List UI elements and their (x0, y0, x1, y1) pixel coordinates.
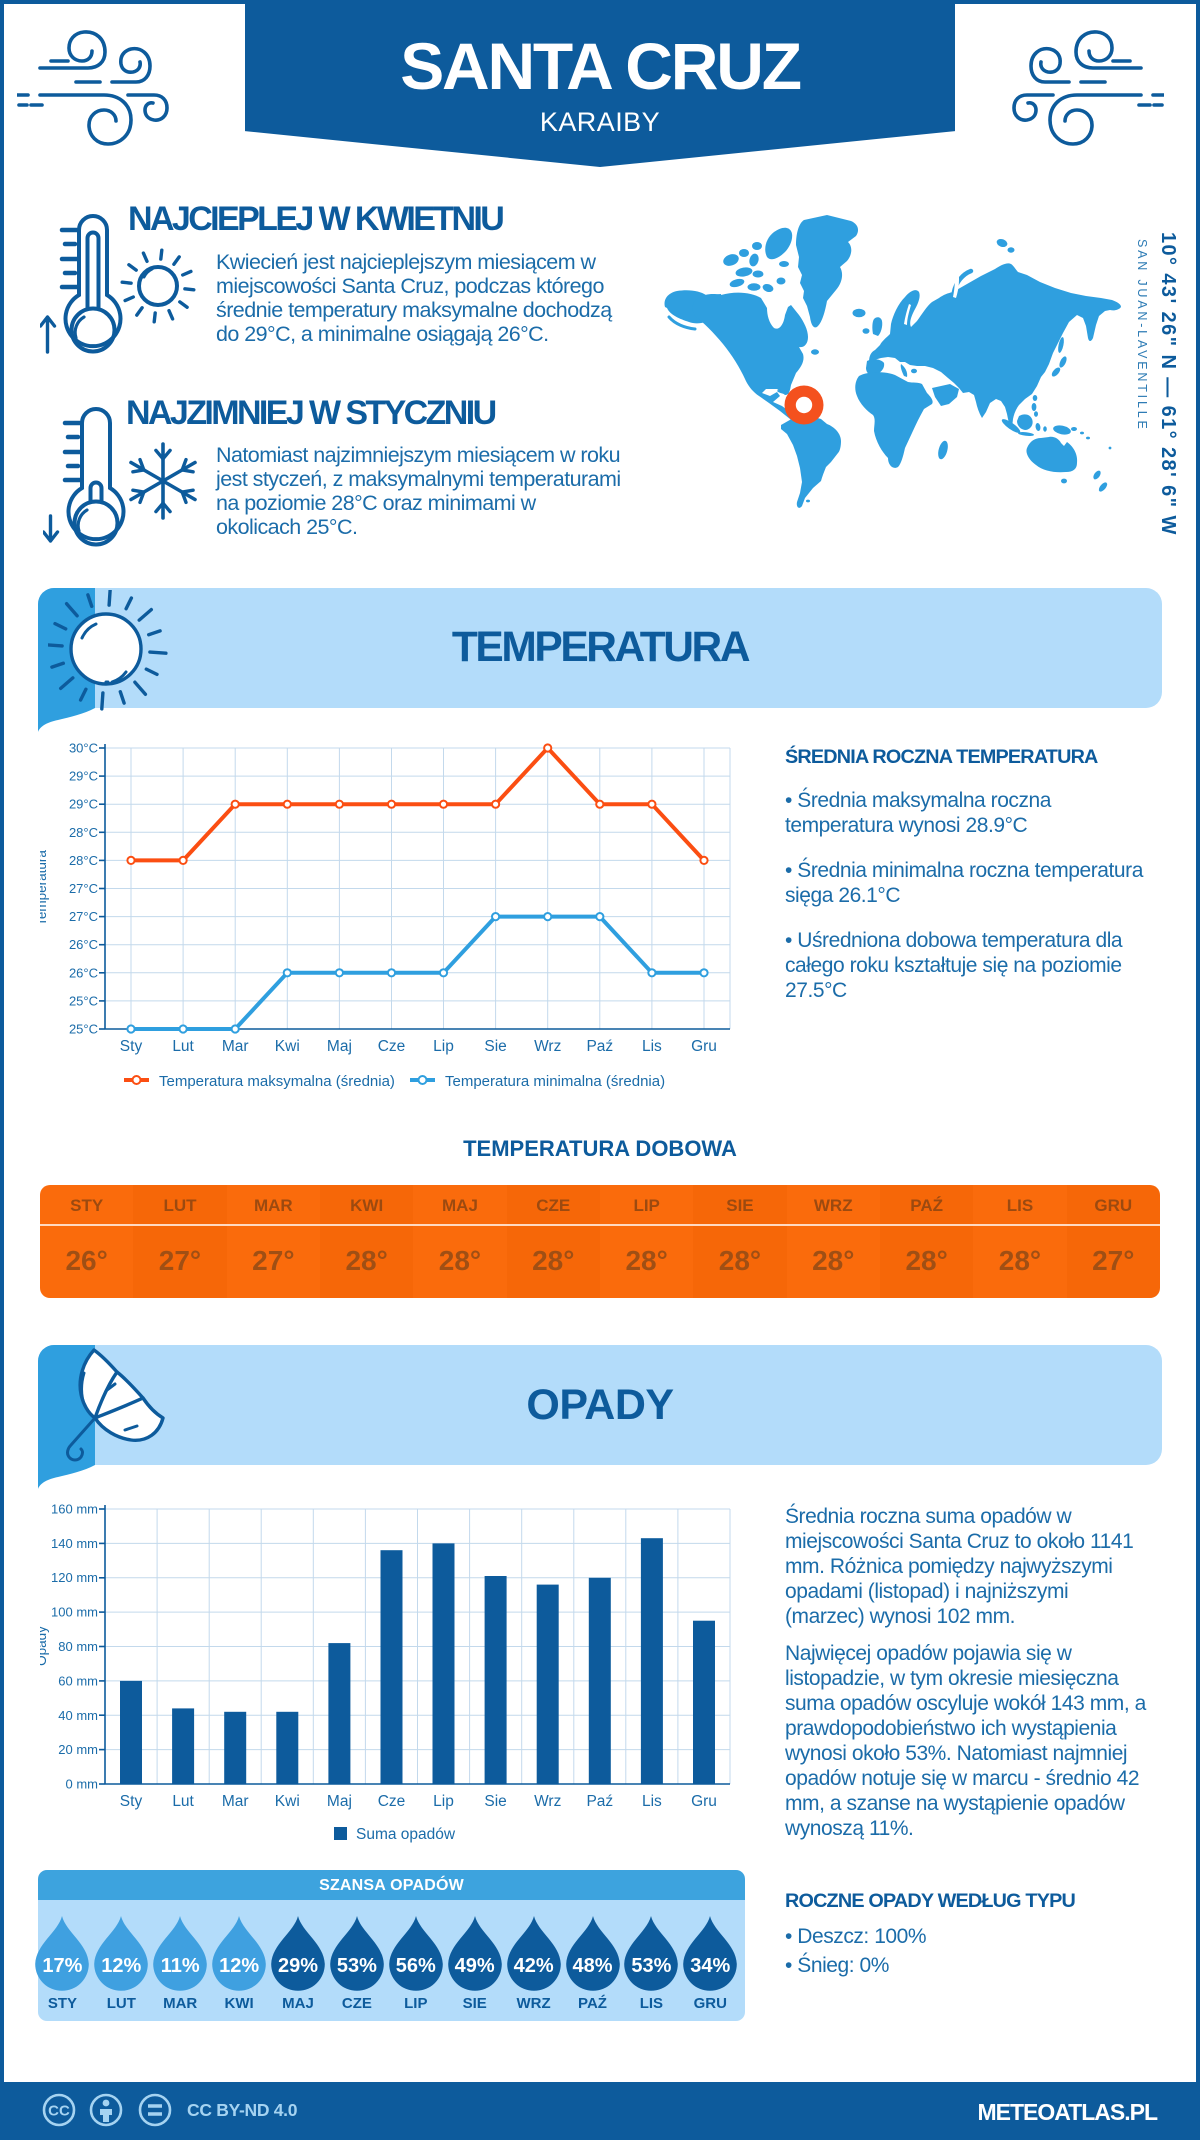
svg-text:Lis: Lis (642, 1793, 662, 1810)
svg-text:Sie: Sie (484, 1038, 506, 1055)
svg-text:Mar: Mar (222, 1038, 249, 1055)
svg-text:Kwi: Kwi (275, 1793, 300, 1810)
svg-text:Cze: Cze (378, 1793, 406, 1810)
svg-text:Wrz: Wrz (534, 1793, 561, 1810)
svg-text:Gru: Gru (691, 1038, 717, 1055)
svg-text:Gru: Gru (691, 1793, 717, 1810)
svg-text:27°C: 27°C (69, 909, 98, 924)
svg-text:0 mm: 0 mm (66, 1777, 99, 1792)
svg-text:Lip: Lip (433, 1038, 454, 1055)
svg-text:29°C: 29°C (69, 797, 98, 812)
svg-text:27°C: 27°C (69, 881, 98, 896)
svg-text:Maj: Maj (327, 1038, 352, 1055)
svg-text:160 mm: 160 mm (51, 1502, 98, 1517)
svg-text:28°C: 28°C (69, 825, 98, 840)
svg-text:Lis: Lis (642, 1038, 662, 1055)
svg-text:Temperatura: Temperatura (40, 850, 49, 926)
svg-text:Lut: Lut (172, 1793, 194, 1810)
svg-text:20 mm: 20 mm (58, 1742, 98, 1757)
svg-text:Temperatura minimalna (średnia: Temperatura minimalna (średnia) (445, 1073, 665, 1090)
svg-text:Paź: Paź (586, 1793, 613, 1810)
svg-text:Sty: Sty (120, 1793, 143, 1810)
svg-text:40 mm: 40 mm (58, 1708, 98, 1723)
svg-text:26°C: 26°C (69, 937, 98, 952)
svg-text:CC: CC (48, 2103, 70, 2120)
svg-text:Suma opadów: Suma opadów (356, 1826, 456, 1843)
svg-text:60 mm: 60 mm (58, 1673, 98, 1688)
svg-text:120 mm: 120 mm (51, 1570, 98, 1585)
svg-text:Opady: Opady (40, 1626, 49, 1666)
svg-text:25°C: 25°C (69, 1022, 98, 1037)
svg-text:80 mm: 80 mm (58, 1639, 98, 1654)
svg-text:Cze: Cze (378, 1038, 406, 1055)
svg-text:Sie: Sie (484, 1793, 506, 1810)
svg-text:Lut: Lut (172, 1038, 194, 1055)
svg-text:Lip: Lip (433, 1793, 454, 1810)
svg-text:25°C: 25°C (69, 993, 98, 1008)
svg-text:Temperatura maksymalna (średni: Temperatura maksymalna (średnia) (159, 1073, 395, 1090)
svg-text:29°C: 29°C (69, 769, 98, 784)
svg-text:Mar: Mar (222, 1793, 249, 1810)
svg-text:Maj: Maj (327, 1793, 352, 1810)
svg-text:100 mm: 100 mm (51, 1605, 98, 1620)
svg-text:Sty: Sty (120, 1038, 143, 1055)
svg-text:30°C: 30°C (69, 741, 98, 756)
svg-text:140 mm: 140 mm (51, 1536, 98, 1551)
svg-text:Paź: Paź (586, 1038, 613, 1055)
svg-text:Kwi: Kwi (275, 1038, 300, 1055)
svg-text:Wrz: Wrz (534, 1038, 561, 1055)
svg-text:26°C: 26°C (69, 965, 98, 980)
svg-text:28°C: 28°C (69, 853, 98, 868)
